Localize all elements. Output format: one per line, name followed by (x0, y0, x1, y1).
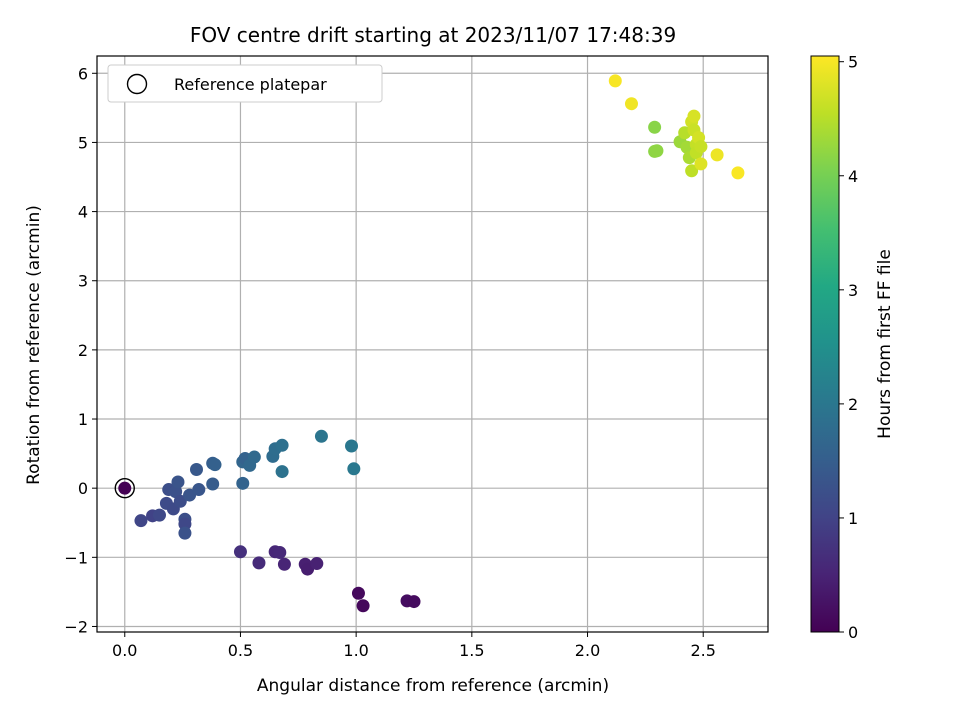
y-tick-label: 6 (78, 64, 88, 83)
data-point (189, 463, 203, 477)
data-point (178, 526, 192, 540)
colorbar-gradient (810, 55, 840, 633)
data-point (173, 494, 187, 508)
data-point (273, 545, 287, 559)
data-point (608, 74, 622, 88)
data-point (236, 476, 250, 490)
data-point (152, 508, 166, 522)
x-axis-label: Angular distance from reference (arcmin) (257, 676, 609, 696)
legend-box (107, 64, 383, 103)
data-point (345, 439, 359, 453)
data-point (351, 586, 365, 600)
y-tick-label: 0 (78, 479, 88, 498)
x-tick-label: 2.5 (690, 641, 715, 660)
data-point (178, 517, 192, 531)
y-tick-label: 1 (78, 410, 88, 429)
x-tick-label: 0.5 (228, 641, 253, 660)
data-point (356, 599, 370, 613)
data-point (624, 97, 638, 111)
colorbar-tick-label: 1 (848, 509, 858, 528)
data-point (206, 477, 220, 491)
colorbar-tick-label: 0 (848, 623, 858, 642)
y-tick-label: 3 (78, 272, 88, 291)
data-point (310, 557, 324, 571)
data-point (171, 475, 185, 489)
data-point (407, 595, 421, 609)
legend-marker-reference (126, 73, 148, 95)
y-tick-label: −1 (64, 548, 88, 567)
data-point (192, 483, 206, 497)
x-tick-label: 1.5 (459, 641, 484, 660)
data-point (685, 164, 699, 178)
data-point (275, 438, 289, 452)
y-tick-label: 2 (78, 341, 88, 360)
data-point (648, 120, 662, 134)
chart-title: FOV centre drift starting at 2023/11/07 … (190, 23, 676, 47)
data-point (233, 545, 247, 559)
colorbar-tick-label: 2 (848, 395, 858, 414)
y-tick-label: 5 (78, 133, 88, 152)
points-layer (118, 74, 745, 613)
data-point (275, 465, 289, 479)
colorbar-ticks: 0 1 2 3 4 5 (839, 53, 858, 642)
data-point (134, 514, 148, 528)
data-point (118, 481, 132, 495)
colorbar-tick-label: 3 (848, 281, 858, 300)
reference-platepar-marker (114, 477, 135, 499)
y-tick-label: 4 (78, 203, 88, 222)
x-tick-label: 0.0 (112, 641, 137, 660)
data-point (731, 166, 745, 180)
y-tick-label: −2 (64, 617, 88, 636)
data-point (314, 429, 328, 443)
y-axis-label: Rotation from reference (arcmin) (24, 205, 44, 485)
data-point (694, 157, 708, 171)
colorbar-label: Hours from first FF file (875, 249, 895, 439)
data-point (277, 557, 291, 571)
x-tick-label: 1.0 (343, 641, 368, 660)
colorbar: 0 1 2 3 4 5 Hours from first FF file (810, 53, 895, 642)
data-point (687, 109, 701, 123)
legend-label-reference: Reference platepar (174, 75, 327, 94)
colorbar-tick-label: 5 (848, 53, 858, 72)
x-tick-label: 2.0 (575, 641, 600, 660)
plot-frame (96, 55, 769, 633)
data-point (710, 148, 724, 162)
data-point (247, 450, 261, 464)
data-point (347, 462, 361, 476)
reference-layer (114, 477, 135, 499)
legend: Reference platepar (107, 64, 383, 103)
data-point (694, 140, 708, 154)
data-point (252, 556, 266, 570)
axes-layer: 0.0 0.5 1.0 1.5 2.0 2.5 −2 −1 0 1 2 3 4 5 6 (64, 55, 769, 660)
data-point (650, 144, 664, 158)
grid-layer (97, 56, 768, 632)
data-point (208, 458, 222, 472)
colorbar-tick-label: 4 (848, 167, 858, 186)
